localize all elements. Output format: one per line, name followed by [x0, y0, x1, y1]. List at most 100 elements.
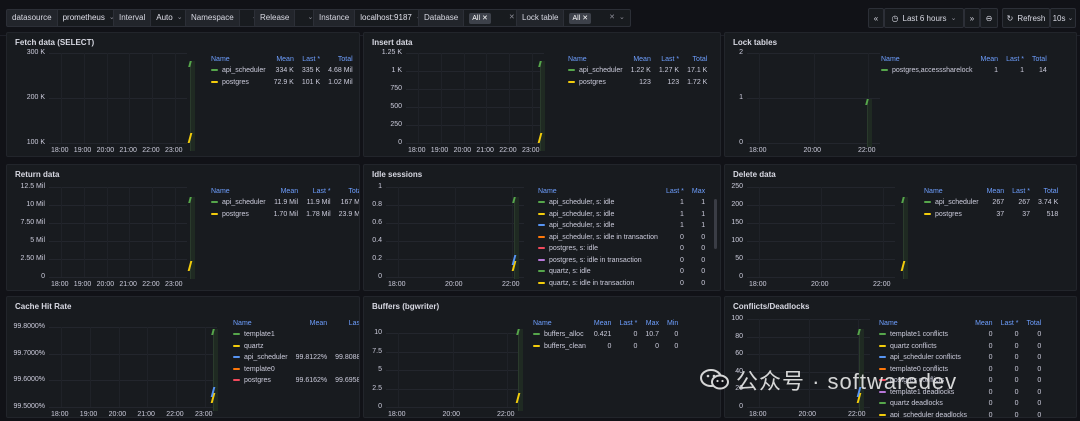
legend-column-header[interactable]: Last *	[619, 319, 638, 327]
legend-column-header[interactable]: Name	[533, 319, 552, 327]
legend-series-name[interactable]: template1 deadlocks	[875, 387, 971, 399]
legend-row[interactable]: api_scheduler, s: idle 1 1	[534, 209, 709, 221]
legend-row[interactable]: quartz deadlocks 0 0 0	[875, 398, 1045, 410]
legend-series-name[interactable]: api_scheduler, s: idle	[534, 209, 662, 221]
legend-row[interactable]: quartz conflicts 0 0 0	[875, 341, 1045, 353]
time-shift-back-button[interactable]: «	[868, 8, 884, 28]
legend-series-name[interactable]: template1	[229, 329, 292, 341]
panel-idle[interactable]: Idle sessions 1 0.8 0.6 0.4 0.2 0 18:00 20:00 22:…	[363, 164, 721, 291]
legend-series-name[interactable]: api_scheduler, s: idle	[534, 197, 662, 209]
legend-series-name[interactable]: quartz deadlocks	[875, 398, 971, 410]
legend-series-name[interactable]: api_scheduler conflicts	[875, 352, 971, 364]
lock-table-select[interactable]: All ✕ ✕ ⌄	[564, 9, 631, 27]
legend-row[interactable]: api_scheduler, s: idle 1 1	[534, 197, 709, 209]
legend-row[interactable]: postgres conflicts 0 0 0	[875, 375, 1045, 387]
legend-column-header[interactable]: Min	[666, 319, 679, 327]
legend-series-name[interactable]: postgres	[207, 77, 270, 89]
zoom-out-button[interactable]: ⊖	[980, 8, 998, 28]
legend-row[interactable]: quartz, s: idle 0 0	[534, 266, 709, 278]
interval-variable[interactable]: Interval Auto ⌄	[113, 9, 189, 27]
legend-series-name[interactable]: postgres	[564, 77, 627, 89]
legend-row[interactable]: api_scheduler, s: idle in transaction 0 0	[534, 232, 709, 244]
legend-row[interactable]: api_scheduler deadlocks 0 0 0	[875, 410, 1045, 417]
legend-row[interactable]: postgres 37 37 518	[920, 209, 1062, 221]
legend-column-header[interactable]: Total	[692, 55, 708, 63]
legend-row[interactable]: api_scheduler 267 267 3.74 K	[920, 197, 1062, 209]
legend-row[interactable]: template1	[229, 329, 359, 341]
legend-row[interactable]: api_scheduler 11.9 Mil 11.9 Mil 167 Mil	[207, 197, 359, 209]
legend-series-name[interactable]: template1 conflicts	[875, 329, 971, 341]
legend-row[interactable]: api_scheduler, s: idle 1 1	[534, 220, 709, 232]
database-chip[interactable]: All ✕	[469, 12, 491, 24]
legend-row[interactable]: quartz	[229, 341, 359, 353]
clear-icon[interactable]: ✕	[609, 14, 615, 21]
legend-row[interactable]: template1 deadlocks 0 0 0	[875, 387, 1045, 399]
panel-title[interactable]: Idle sessions	[372, 170, 423, 179]
legend-column-header[interactable]: Name	[211, 187, 230, 195]
legend-column-header[interactable]: Last *	[312, 187, 331, 195]
legend-series-name[interactable]: postgres, s: idle in transaction	[534, 255, 662, 267]
clear-icon[interactable]: ✕	[508, 14, 515, 21]
panel-fetch[interactable]: Fetch data (SELECT) 300 K 200 K 100 K 18:00 1…	[6, 32, 360, 157]
refresh-button[interactable]: ↻ Refresh	[1002, 8, 1050, 28]
legend-row[interactable]: postgres, s: idle 0 0	[534, 243, 709, 255]
legend-series-name[interactable]: quartz conflicts	[875, 341, 971, 353]
release-variable[interactable]: Release ⌄	[254, 9, 320, 27]
legend-column-header[interactable]: Last *	[302, 55, 321, 63]
legend-series-name[interactable]: quartz, s: idle in transaction	[534, 278, 662, 290]
panel-title[interactable]: Cache Hit Rate	[15, 302, 72, 311]
legend-series-name[interactable]: template0	[229, 364, 292, 376]
legend-series-name[interactable]: api_scheduler, s: idle	[534, 220, 662, 232]
panel-cache[interactable]: Cache Hit Rate 99.8000% 99.7000% 99.6000% 99…	[6, 296, 360, 418]
legend-series-name[interactable]: api_scheduler	[229, 352, 292, 364]
interval-select[interactable]: Auto ⌄	[151, 9, 189, 27]
legend-series-name[interactable]: api_scheduler, s: idle in transaction	[534, 232, 662, 244]
legend-row[interactable]: template0 conflicts 0 0 0	[875, 364, 1045, 376]
legend-row[interactable]: api_scheduler 1.22 K 1.27 K 17.1 K	[564, 65, 711, 77]
legend-column-header[interactable]: Name	[211, 55, 230, 63]
legend-series-name[interactable]: postgres, s: idle	[534, 243, 662, 255]
time-shift-forward-button[interactable]: »	[964, 8, 980, 28]
namespace-variable[interactable]: Namespace ⌄	[185, 9, 264, 27]
legend-column-header[interactable]: Total	[348, 187, 359, 195]
legend-series-name[interactable]: postgres	[229, 375, 292, 387]
legend-row[interactable]: postgres, s: idle in transaction 0 0	[534, 255, 709, 267]
legend-series-name[interactable]: postgres	[207, 209, 270, 221]
legend-column-header[interactable]: Name	[233, 319, 252, 327]
legend-column-header[interactable]: Last *	[665, 187, 684, 195]
legend-column-header[interactable]: Last *	[1006, 55, 1024, 63]
legend-series-name[interactable]: api_scheduler	[207, 197, 270, 209]
legend-series-name[interactable]: quartz	[229, 341, 292, 353]
legend-row[interactable]: quartz, s: idle in transaction 0 0	[534, 278, 709, 290]
legend-column-header[interactable]: Name	[881, 55, 900, 63]
legend-series-name[interactable]: quartz, s: idle	[534, 266, 662, 278]
legend-row[interactable]: buffers_alloc 0.421 0 10.7 0	[529, 329, 682, 341]
legend-column-header[interactable]: Mean	[309, 319, 328, 327]
legend-row[interactable]: template1 conflicts 0 0 0	[875, 329, 1045, 341]
panel-title[interactable]: Fetch data (SELECT)	[15, 38, 95, 47]
panel-title[interactable]: Buffers (bgwriter)	[372, 302, 440, 311]
legend-column-header[interactable]: Mean	[633, 55, 651, 63]
legend-row[interactable]: template0	[229, 364, 359, 376]
legend-column-header[interactable]: Mean	[975, 319, 993, 327]
legend-column-header[interactable]: Mean	[280, 187, 299, 195]
panel-return[interactable]: Return data 12.5 Mil 10 Mil 7.50 Mil 5 Mil 2.…	[6, 164, 360, 291]
legend-series-name[interactable]: api_scheduler deadlocks	[875, 410, 971, 417]
legend-column-header[interactable]: Name	[924, 187, 943, 195]
panel-insert[interactable]: Insert data 1.25 K 1 K 750 500 250 0 18:00 19:00…	[363, 32, 721, 157]
panel-delete[interactable]: Delete data 250 200 150 100 50 0 18:00 20:00 22:0…	[724, 164, 1077, 291]
legend-column-header[interactable]: Last *	[1000, 319, 1019, 327]
legend-column-header[interactable]: Name	[568, 55, 587, 63]
legend-column-header[interactable]: Max	[691, 187, 706, 195]
lock-table-variable[interactable]: Lock table All ✕ ✕ ⌄	[516, 9, 631, 27]
legend-row[interactable]: postgres 72.9 K 101 K 1.02 Mil	[207, 77, 357, 89]
panel-lock[interactable]: Lock tables 2 1 0 18:00 20:00 22:00 Name Mean Las…	[724, 32, 1077, 157]
legend-series-name[interactable]: postgres,accesssharelock	[877, 65, 977, 77]
legend-column-header[interactable]: Total	[1031, 55, 1047, 63]
panel-title[interactable]: Conflicts/Deadlocks	[733, 302, 810, 311]
legend-series-name[interactable]: template0 conflicts	[875, 364, 971, 376]
legend-column-header[interactable]: Last *	[348, 319, 360, 327]
